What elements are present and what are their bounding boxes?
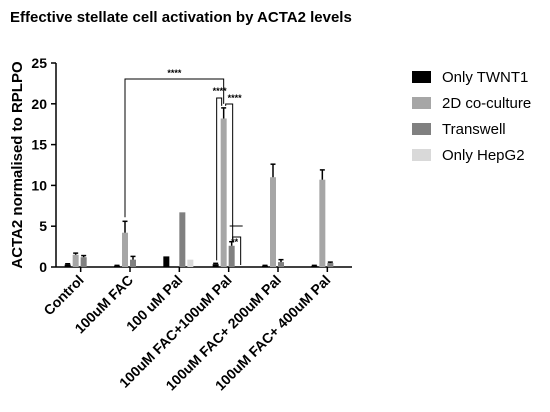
bar (311, 265, 318, 267)
significance-label: **** (228, 93, 243, 103)
bar (212, 264, 219, 267)
legend: Only TWNT1 2D co-culture Transwell Only Hep… (412, 69, 531, 164)
legend-swatch (412, 123, 431, 135)
significance-label: **** (213, 86, 228, 96)
y-tick-label: 10 (31, 177, 47, 193)
legend-label: Only HepG2 (442, 147, 525, 164)
y-tick-label: 5 (39, 218, 47, 234)
bar (270, 177, 276, 267)
bar (130, 259, 136, 267)
bar (220, 118, 227, 267)
legend-swatch (412, 97, 431, 109)
y-axis-label: ACTA2 normalised to RPLPO (9, 61, 26, 269)
significance-bracket (225, 103, 234, 239)
bar (122, 232, 128, 267)
legend-swatch (412, 71, 431, 83)
bar (228, 245, 235, 267)
bar (72, 254, 79, 267)
bar (327, 262, 334, 267)
legend-label: 2D co-culture (442, 95, 531, 112)
bar (163, 256, 170, 267)
bar (80, 257, 87, 267)
legend-label: Transwell (442, 121, 506, 138)
legend-swatch (412, 149, 431, 161)
significance-bracket (232, 236, 242, 265)
bar (319, 179, 326, 267)
y-tick-label: 15 (31, 137, 47, 153)
x-category-label: Control (40, 272, 87, 319)
bar (114, 265, 120, 267)
legend-label: Only TWNT1 (442, 69, 528, 86)
significance-label: ** (231, 237, 239, 247)
bar (278, 262, 284, 267)
y-tick-label: 0 (39, 259, 47, 275)
bar (262, 265, 268, 267)
bar (64, 264, 71, 267)
y-tick-label: 25 (31, 55, 47, 71)
chart-title: Effective stellate cell activation by AC… (10, 9, 352, 26)
significance-label: **** (167, 68, 182, 78)
significance-bracket (124, 78, 225, 218)
bar (187, 259, 194, 267)
bar (179, 212, 186, 267)
significance-bracket (216, 97, 223, 261)
y-tick-label: 20 (31, 96, 47, 112)
